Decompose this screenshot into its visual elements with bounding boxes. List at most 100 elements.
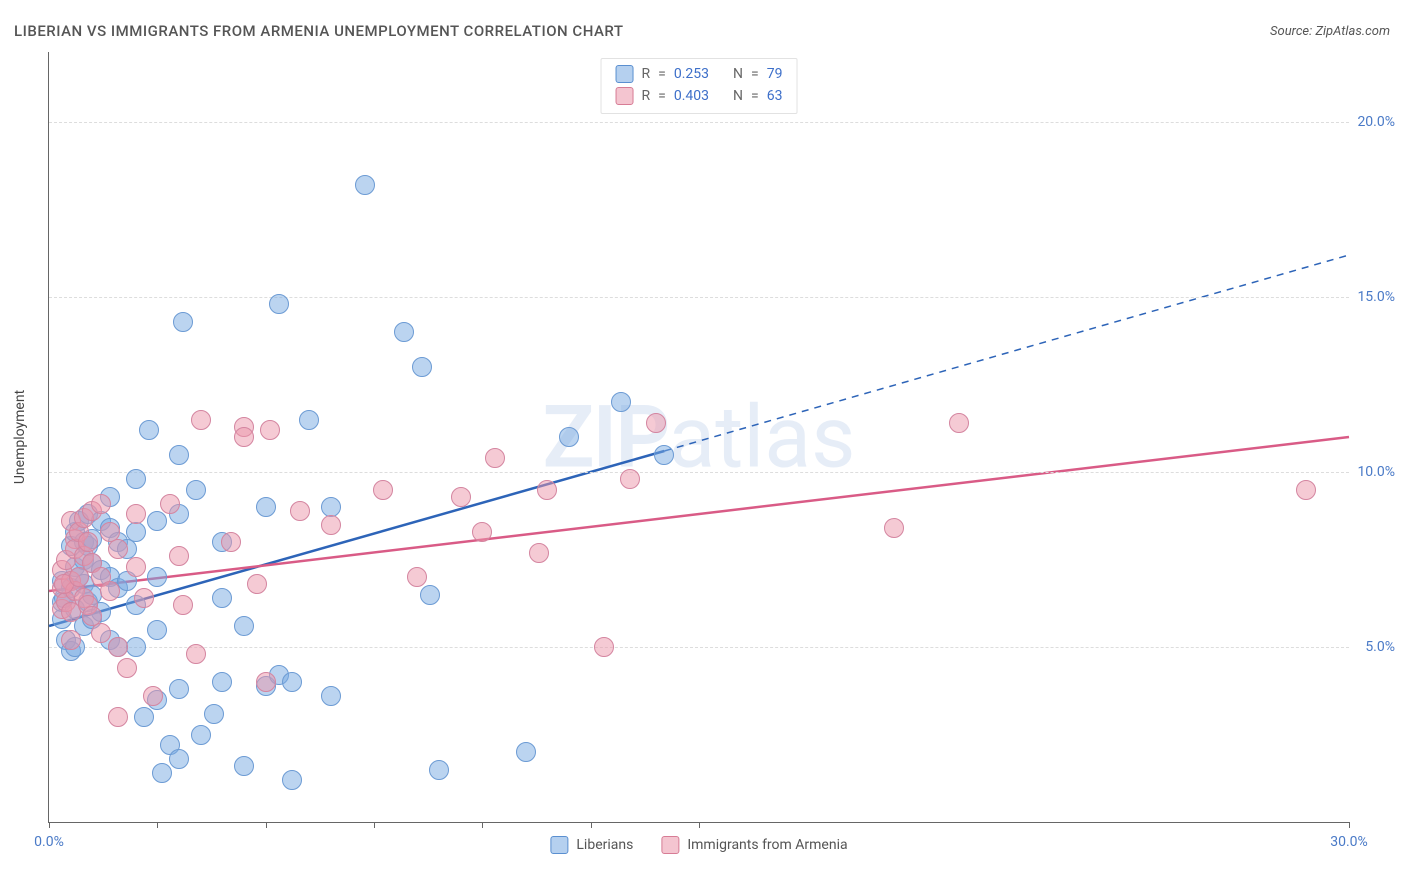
scatter-point-liberians bbox=[611, 392, 631, 412]
legend-row-liberians: R = 0.253 N = 79 bbox=[616, 63, 783, 85]
gridline bbox=[49, 472, 1349, 473]
y-axis-label: Unemployment bbox=[12, 390, 28, 484]
scatter-point-armenia bbox=[91, 623, 111, 643]
scatter-point-liberians bbox=[394, 322, 414, 342]
scatter-point-armenia bbox=[143, 686, 163, 706]
legend-correlations: R = 0.253 N = 79 R = 0.403 N = 63 bbox=[601, 58, 798, 114]
scatter-point-armenia bbox=[221, 532, 241, 552]
scatter-point-liberians bbox=[516, 742, 536, 762]
swatch-pink bbox=[616, 87, 634, 105]
scatter-point-liberians bbox=[299, 410, 319, 430]
scatter-point-liberians bbox=[169, 445, 189, 465]
scatter-point-armenia bbox=[485, 448, 505, 468]
scatter-point-liberians bbox=[256, 497, 276, 517]
legend-label-liberians: Liberians bbox=[576, 837, 633, 853]
scatter-point-armenia bbox=[78, 532, 98, 552]
scatter-point-armenia bbox=[61, 630, 81, 650]
n-label: N bbox=[733, 88, 743, 104]
scatter-point-armenia bbox=[529, 543, 549, 563]
n-value-armenia: 63 bbox=[767, 88, 783, 104]
scatter-point-armenia bbox=[260, 420, 280, 440]
scatter-point-liberians bbox=[234, 616, 254, 636]
source-prefix: Source: bbox=[1270, 24, 1315, 39]
x-tick bbox=[591, 822, 592, 828]
swatch-blue bbox=[550, 836, 568, 854]
scatter-point-armenia bbox=[321, 515, 341, 535]
scatter-point-armenia bbox=[134, 588, 154, 608]
x-tick bbox=[157, 822, 158, 828]
scatter-point-armenia bbox=[646, 413, 666, 433]
scatter-point-liberians bbox=[126, 469, 146, 489]
r-value-armenia: 0.403 bbox=[674, 88, 709, 104]
scatter-point-liberians bbox=[420, 585, 440, 605]
scatter-point-liberians bbox=[169, 679, 189, 699]
legend-label-armenia: Immigrants from Armenia bbox=[687, 837, 847, 853]
scatter-point-liberians bbox=[204, 704, 224, 724]
scatter-point-liberians bbox=[134, 707, 154, 727]
scatter-point-liberians bbox=[186, 480, 206, 500]
eq-sign: = bbox=[658, 88, 666, 104]
scatter-point-armenia bbox=[173, 595, 193, 615]
scatter-point-armenia bbox=[290, 501, 310, 521]
scatter-point-armenia bbox=[256, 672, 276, 692]
scatter-point-liberians bbox=[559, 427, 579, 447]
legend-series: Liberians Immigrants from Armenia bbox=[550, 836, 847, 854]
scatter-point-armenia bbox=[949, 413, 969, 433]
scatter-point-liberians bbox=[321, 686, 341, 706]
x-tick bbox=[49, 822, 50, 828]
scatter-point-armenia bbox=[884, 518, 904, 538]
scatter-point-liberians bbox=[282, 672, 302, 692]
scatter-point-liberians bbox=[412, 357, 432, 377]
scatter-point-liberians bbox=[126, 522, 146, 542]
scatter-point-liberians bbox=[169, 749, 189, 769]
scatter-point-liberians bbox=[282, 770, 302, 790]
scatter-point-liberians bbox=[212, 588, 232, 608]
scatter-point-liberians bbox=[191, 725, 211, 745]
scatter-point-liberians bbox=[147, 567, 167, 587]
legend-row-armenia: R = 0.403 N = 63 bbox=[616, 85, 783, 107]
scatter-point-armenia bbox=[108, 637, 128, 657]
scatter-point-armenia bbox=[1296, 480, 1316, 500]
scatter-point-armenia bbox=[407, 567, 427, 587]
scatter-point-armenia bbox=[91, 494, 111, 514]
scatter-point-armenia bbox=[186, 644, 206, 664]
scatter-point-liberians bbox=[355, 175, 375, 195]
scatter-point-armenia bbox=[160, 494, 180, 514]
x-tick bbox=[266, 822, 267, 828]
source-name: ZipAtlas.com bbox=[1315, 24, 1390, 39]
scatter-point-armenia bbox=[373, 480, 393, 500]
y-tick-label: 5.0% bbox=[1351, 639, 1395, 655]
scatter-point-liberians bbox=[173, 312, 193, 332]
scatter-point-armenia bbox=[247, 574, 267, 594]
scatter-point-liberians bbox=[654, 445, 674, 465]
x-tick bbox=[482, 822, 483, 828]
legend-item-liberians: Liberians bbox=[550, 836, 633, 854]
scatter-point-armenia bbox=[169, 546, 189, 566]
plot-area: ZIPatlas R = 0.253 N = 79 R = 0.403 N bbox=[48, 52, 1349, 823]
scatter-point-armenia bbox=[234, 427, 254, 447]
y-tick-label: 20.0% bbox=[1351, 114, 1395, 130]
scatter-point-armenia bbox=[117, 658, 137, 678]
r-label: R bbox=[642, 66, 651, 82]
gridline bbox=[49, 297, 1349, 298]
x-tick bbox=[1349, 822, 1350, 828]
scatter-point-liberians bbox=[147, 620, 167, 640]
y-tick-label: 10.0% bbox=[1351, 464, 1395, 480]
scatter-point-liberians bbox=[126, 637, 146, 657]
eq-sign: = bbox=[658, 66, 666, 82]
scatter-point-liberians bbox=[212, 672, 232, 692]
scatter-point-armenia bbox=[537, 480, 557, 500]
scatter-point-liberians bbox=[147, 511, 167, 531]
x-tick-label: 30.0% bbox=[1330, 834, 1368, 850]
scatter-point-liberians bbox=[429, 760, 449, 780]
eq-sign: = bbox=[751, 88, 759, 104]
r-value-liberians: 0.253 bbox=[674, 66, 709, 82]
scatter-point-armenia bbox=[108, 539, 128, 559]
scatter-point-armenia bbox=[594, 637, 614, 657]
x-tick bbox=[374, 822, 375, 828]
n-value-liberians: 79 bbox=[767, 66, 783, 82]
scatter-point-armenia bbox=[100, 581, 120, 601]
gridline bbox=[49, 647, 1349, 648]
swatch-pink bbox=[661, 836, 679, 854]
r-label: R bbox=[642, 88, 651, 104]
